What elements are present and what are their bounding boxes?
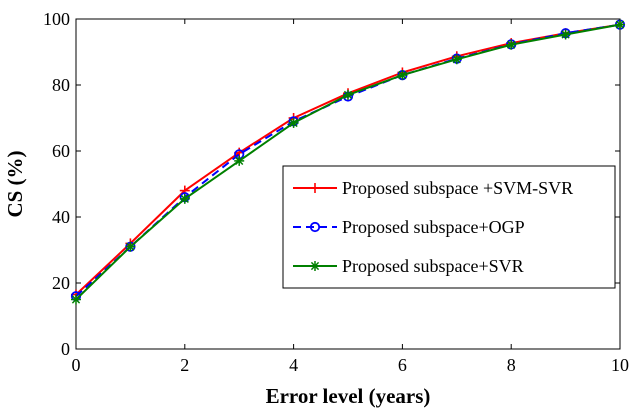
marker-stroke	[180, 194, 189, 203]
series-3-point	[560, 29, 571, 40]
legend: Proposed subspace +SVM-SVR Proposed subsp…	[282, 165, 616, 289]
marker-stroke	[126, 242, 135, 251]
x-tick-label: 2	[180, 355, 189, 375]
marker-stroke	[343, 90, 353, 100]
series-3-point	[288, 117, 299, 128]
series-3-point	[179, 193, 190, 204]
y-tick-label: 80	[52, 75, 70, 95]
marker-stroke	[507, 40, 516, 49]
y-tick-label: 60	[52, 141, 70, 161]
legend-marker-3	[310, 261, 320, 271]
marker-stroke	[289, 118, 298, 128]
y-axis-title: CS (%)	[3, 150, 27, 217]
marker-stroke	[615, 20, 625, 29]
legend-label-2: Proposed subspace+OGP	[342, 217, 525, 237]
y-tick-label: 0	[61, 339, 70, 359]
series-3-point	[506, 39, 517, 50]
x-tick-label: 4	[289, 355, 298, 375]
y-tick-label: 20	[52, 273, 70, 293]
x-tick-label: 6	[398, 355, 407, 375]
series-3-point	[71, 294, 81, 305]
y-tick-label: 40	[52, 207, 70, 227]
marker-stroke	[71, 295, 81, 304]
series-3-point	[615, 19, 625, 30]
marker-circle	[309, 221, 321, 233]
y-tick-label: 100	[43, 9, 70, 29]
marker-stroke	[235, 156, 244, 166]
series-3-point	[234, 155, 245, 166]
x-tick-label: 10	[611, 355, 629, 375]
x-axis-title: Error level (years)	[266, 384, 431, 408]
legend-box	[282, 165, 616, 289]
marker-stroke	[561, 30, 570, 39]
series-3-point	[125, 241, 136, 252]
legend-marker-1	[310, 183, 320, 193]
series-3-point	[451, 54, 462, 65]
series-3-point	[397, 70, 408, 81]
marker-stroke	[398, 70, 407, 80]
legend-label-3: Proposed subspace+SVR	[342, 256, 524, 276]
legend-marker-2	[309, 221, 321, 233]
x-tick-label: 8	[507, 355, 516, 375]
x-tick-label: 0	[72, 355, 81, 375]
legend-label-1: Proposed subspace +SVM-SVR	[342, 178, 573, 198]
series-3-point	[343, 89, 353, 100]
marker-stroke	[310, 261, 320, 271]
marker-stroke	[452, 55, 461, 64]
